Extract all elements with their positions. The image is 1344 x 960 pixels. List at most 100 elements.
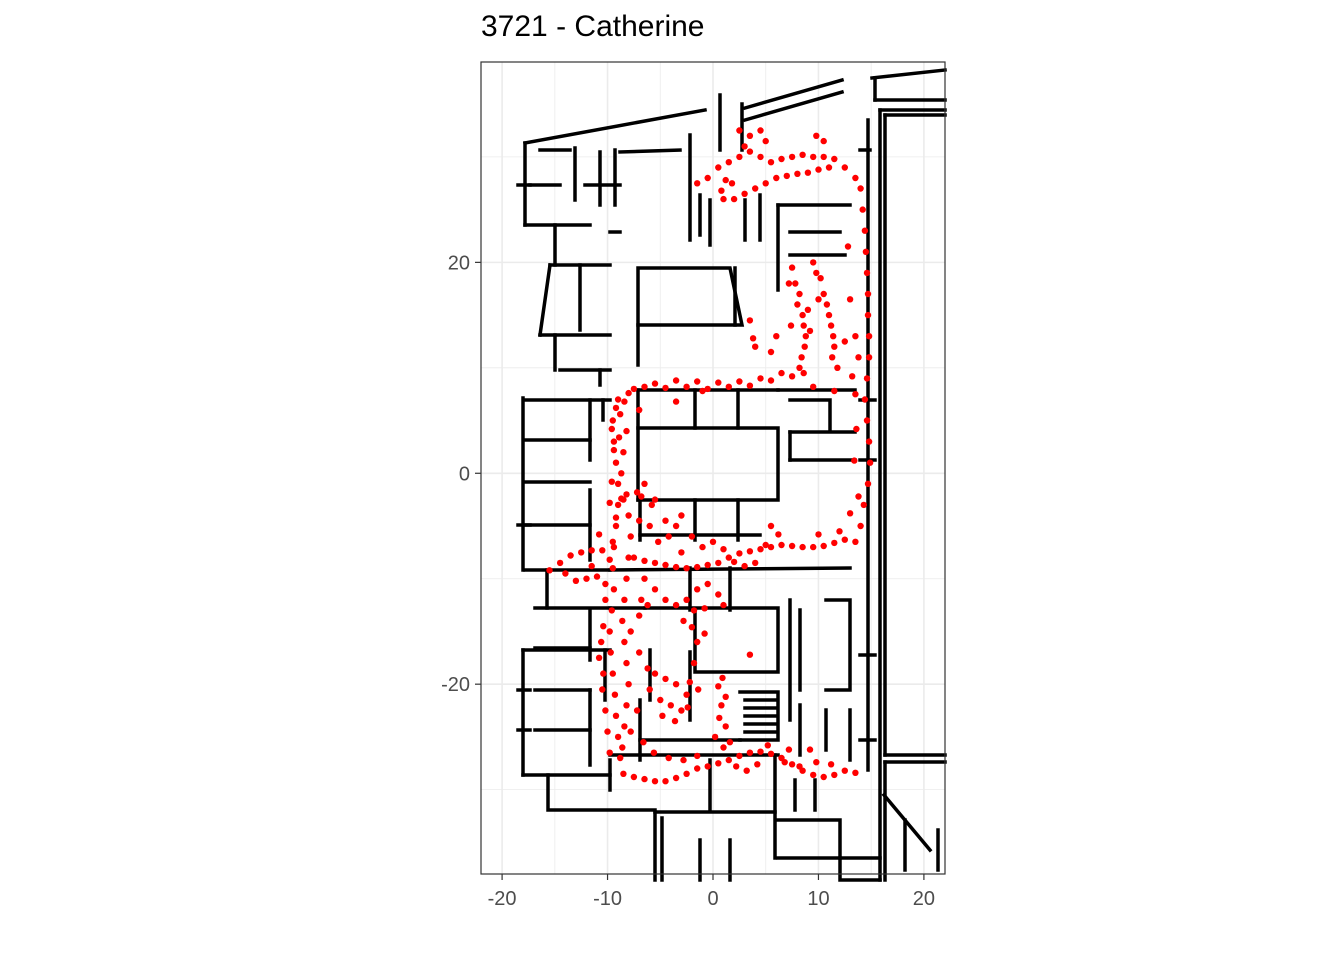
data-point (651, 496, 659, 503)
data-point (730, 558, 738, 566)
data-point (619, 617, 626, 625)
data-point (641, 480, 648, 487)
data-point (662, 778, 669, 785)
data-point (593, 573, 601, 580)
data-point (612, 404, 620, 412)
data-point (612, 522, 620, 530)
data-point (767, 522, 775, 530)
data-point (608, 425, 615, 433)
data-point (699, 543, 706, 551)
data-point (810, 543, 817, 551)
data-point (683, 383, 690, 390)
data-point (741, 143, 748, 150)
chart-title: 3721 - Catherine (481, 10, 705, 43)
data-point (788, 264, 796, 271)
data-point (757, 546, 764, 553)
data-point (810, 153, 817, 161)
data-point (640, 739, 647, 746)
data-point (746, 382, 754, 389)
data-point (633, 707, 641, 714)
data-point (730, 195, 738, 203)
data-point (583, 575, 590, 582)
data-point (787, 322, 795, 329)
data-point (602, 707, 609, 714)
data-point (831, 539, 838, 547)
data-point (614, 480, 622, 487)
data-point (815, 296, 822, 303)
data-point (608, 478, 615, 485)
data-point (788, 761, 796, 768)
data-point (726, 739, 734, 746)
data-point (641, 383, 648, 390)
data-point (701, 605, 708, 612)
axes: -20 -10 0 10 20 20 0 -20 (441, 252, 935, 910)
data-point (810, 771, 817, 779)
data-point (820, 773, 827, 781)
data-point (820, 290, 827, 298)
data-point (799, 543, 806, 551)
data-point (827, 322, 835, 329)
data-point (783, 172, 790, 180)
data-point (638, 493, 645, 500)
floor-plan-walls (516, 68, 947, 882)
data-point (762, 137, 769, 145)
data-point (864, 480, 872, 487)
data-point (606, 749, 613, 756)
data-point (823, 301, 831, 308)
data-point (767, 348, 775, 356)
data-point (775, 531, 782, 538)
data-point (720, 195, 727, 203)
data-point (857, 522, 864, 530)
data-point (630, 554, 638, 561)
data-point (662, 384, 669, 392)
data-point (623, 575, 630, 582)
data-point (849, 373, 856, 380)
data-point (667, 702, 674, 709)
data-point (607, 649, 614, 656)
data-point (627, 728, 634, 735)
data-point (864, 311, 872, 319)
data-point (690, 659, 698, 667)
data-point (618, 495, 625, 502)
data-point (762, 541, 769, 549)
data-point (853, 425, 860, 433)
data-point (715, 559, 722, 567)
data-point (746, 651, 754, 658)
data-point (709, 538, 717, 545)
data-point (704, 385, 711, 393)
data-point (831, 343, 838, 350)
data-point (662, 675, 669, 683)
data-point (773, 333, 780, 340)
data-point (662, 561, 669, 569)
data-point (609, 670, 616, 677)
data-point (792, 280, 799, 287)
data-point (672, 398, 680, 405)
data-point (617, 754, 624, 762)
data-point (704, 561, 711, 569)
data-point (683, 691, 690, 698)
data-point (588, 562, 595, 570)
data-point (806, 746, 814, 753)
data-point (798, 354, 805, 361)
data-point (799, 151, 806, 158)
data-point (778, 155, 785, 163)
data-point (725, 554, 732, 561)
data-point (715, 591, 722, 598)
data-point (621, 638, 628, 646)
x-tick-label: -20 (488, 888, 517, 910)
data-point (612, 459, 620, 466)
data-point (627, 533, 634, 540)
data-point (617, 411, 624, 418)
data-point (757, 375, 764, 382)
data-point (813, 759, 820, 766)
data-point (865, 354, 873, 361)
data-point (633, 489, 641, 496)
y-tick-label: 0 (459, 463, 470, 485)
data-point (773, 174, 780, 182)
data-point (595, 654, 603, 661)
data-point (683, 770, 690, 777)
data-point (815, 531, 822, 538)
data-point (788, 542, 796, 550)
x-tick-label: 10 (807, 888, 829, 910)
data-point (614, 396, 622, 403)
